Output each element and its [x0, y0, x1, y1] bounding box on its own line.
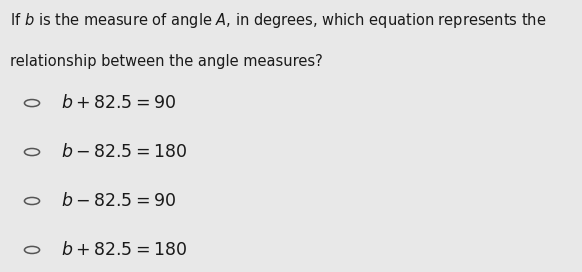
Text: $b + 82.5 = 180$: $b + 82.5 = 180$: [61, 241, 187, 259]
Text: $b - 82.5 = 90$: $b - 82.5 = 90$: [61, 192, 176, 210]
Text: $b - 82.5 = 180$: $b - 82.5 = 180$: [61, 143, 187, 161]
Text: relationship between the angle measures?: relationship between the angle measures?: [10, 54, 323, 69]
Text: If $b$ is the measure of angle $A$, in degrees, which equation represents the: If $b$ is the measure of angle $A$, in d…: [10, 11, 547, 30]
Text: $b + 82.5 = 90$: $b + 82.5 = 90$: [61, 94, 176, 112]
